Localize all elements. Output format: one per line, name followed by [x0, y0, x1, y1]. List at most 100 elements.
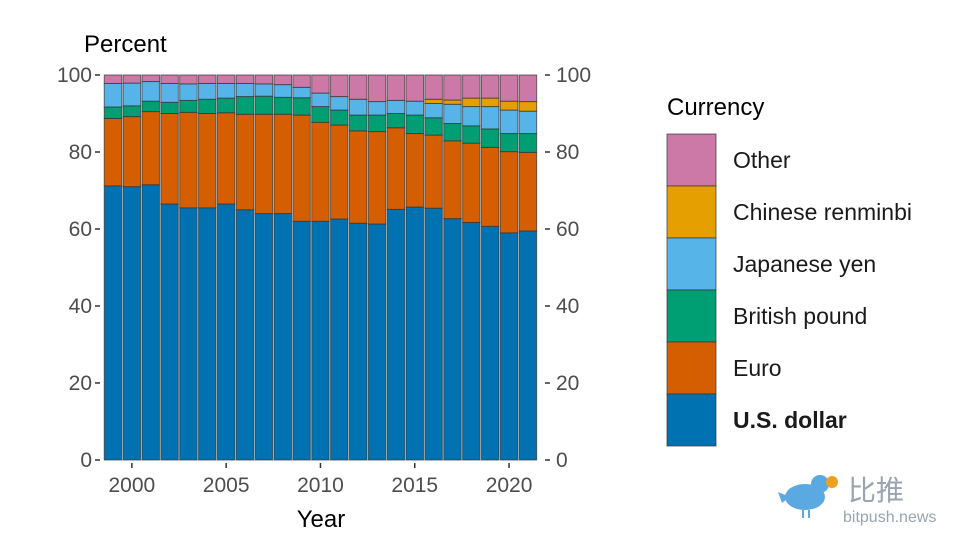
bar-segment-u-s-dollar-2021 [518, 230, 538, 461]
bar-segment-other-2008 [273, 74, 292, 86]
bar-segment-chinese-renminbi-2021 [518, 101, 538, 112]
bar-segment-chinese-renminbi-2018 [462, 97, 481, 108]
bar-segment-euro-2014 [386, 127, 406, 210]
x-tick-label: 2020 [486, 474, 533, 497]
watermark-url: bitpush.news [843, 509, 936, 526]
bar-segment-other-2003 [179, 74, 198, 85]
bar-segment-chinese-renminbi-2019 [480, 97, 500, 108]
bar-segment-british-pound-2008 [273, 96, 292, 115]
bar-segment-japanese-yen-2008 [273, 84, 292, 98]
bar-segment-japanese-yen-2016 [424, 102, 443, 119]
bar-segment-u-s-dollar-2015 [405, 206, 425, 461]
bar-segment-japanese-yen-2000 [122, 82, 142, 107]
bar-segment-euro-2018 [462, 142, 481, 223]
bar-segment-other-2006 [235, 74, 255, 84]
bar-segment-euro-2006 [235, 113, 255, 211]
bar-segment-u-s-dollar-2011 [330, 218, 349, 461]
bar-segment-british-pound-2000 [122, 105, 142, 118]
bar-segment-other-2014 [386, 74, 406, 101]
legend-swatch-other [666, 133, 717, 187]
bar-segment-japanese-yen-2006 [235, 82, 255, 98]
bar-segment-british-pound-2010 [311, 106, 330, 123]
y-tick-label-right: 40 [556, 295, 579, 318]
bar-segment-japanese-yen-2018 [462, 106, 481, 127]
bar-segment-u-s-dollar-2009 [292, 220, 311, 461]
x-tick-label: 2000 [109, 474, 156, 497]
legend-label-euro: Euro [733, 355, 782, 381]
bar-segment-british-pound-2013 [367, 114, 387, 133]
bar-segment-other-2012 [348, 74, 368, 100]
bar-segment-british-pound-2021 [518, 133, 538, 153]
bar-segment-euro-2021 [518, 151, 538, 232]
bar-segment-japanese-yen-2014 [386, 99, 406, 115]
bar-segment-u-s-dollar-2004 [198, 207, 217, 461]
bar-segment-u-s-dollar-2007 [254, 213, 274, 461]
bar-segment-other-2018 [462, 74, 481, 99]
x-tick-label: 2015 [391, 474, 438, 497]
bar-segment-u-s-dollar-2001 [141, 184, 160, 461]
bar-segment-u-s-dollar-2003 [179, 207, 198, 461]
bar-segment-euro-2020 [499, 151, 519, 234]
bar-segment-japanese-yen-2012 [348, 98, 368, 116]
bar-segment-japanese-yen-2019 [480, 106, 500, 130]
bar-segment-british-pound-2018 [462, 125, 481, 144]
watermark: 比推 bitpush.news [778, 475, 936, 526]
bar-segment-japanese-yen-2009 [292, 86, 311, 99]
bar-segment-other-2020 [499, 74, 519, 102]
x-tick-label: 2010 [297, 474, 344, 497]
bar-segment-u-s-dollar-2002 [160, 203, 179, 461]
bar-segment-british-pound-2005 [216, 97, 236, 114]
bar-segment-other-2004 [198, 74, 217, 84]
bar-segment-japanese-yen-2020 [499, 109, 519, 135]
legend-title: Currency [667, 94, 764, 121]
y-tick-label-left: 20 [69, 372, 92, 395]
bar-segment-other-2000 [122, 74, 142, 84]
bar-segment-other-2010 [311, 74, 330, 94]
bar-segment-euro-2009 [292, 114, 311, 222]
legend-swatch-u-s-dollar [666, 393, 717, 447]
bar-segment-euro-2010 [311, 121, 330, 222]
bar-segment-japanese-yen-2010 [311, 92, 330, 108]
bar-segment-british-pound-2007 [254, 95, 274, 115]
bar-segment-japanese-yen-2004 [198, 82, 217, 100]
bar-segment-british-pound-2004 [198, 98, 217, 114]
bar-segment-other-2019 [480, 74, 500, 99]
bar-segment-euro-2017 [443, 140, 462, 220]
bar-segment-u-s-dollar-2008 [273, 213, 292, 461]
bar-segment-u-s-dollar-2019 [480, 225, 500, 461]
legend-swatch-japanese-yen [666, 237, 717, 291]
legend-label-japanese-yen: Japanese yen [733, 251, 876, 277]
bar-segment-chinese-renminbi-2016 [424, 98, 443, 104]
bar-segment-japanese-yen-2017 [443, 103, 462, 125]
bar-segment-japanese-yen-2003 [179, 83, 198, 101]
bar-segment-japanese-yen-2002 [160, 82, 179, 103]
bar-segment-british-pound-2019 [480, 128, 500, 148]
x-axis-label: Year [297, 506, 346, 533]
watermark-brand-cn: 比推 [848, 475, 904, 506]
bar-segment-euro-2007 [254, 113, 274, 215]
bar-segment-u-s-dollar-2018 [462, 221, 481, 461]
bar-segment-other-2009 [292, 74, 311, 88]
bar-segment-u-s-dollar-2010 [311, 220, 330, 461]
x-tick-label: 2005 [203, 474, 250, 497]
bar-segment-japanese-yen-2021 [518, 110, 538, 135]
bar-segment-euro-2000 [122, 116, 142, 188]
y-tick-label-right: 0 [556, 449, 568, 472]
bar-segment-euro-2012 [348, 130, 368, 224]
bar-segment-british-pound-2011 [330, 109, 349, 126]
bar-segment-other-2011 [330, 74, 349, 98]
bar-segment-other-2017 [443, 74, 462, 101]
bar-segment-u-s-dollar-2000 [122, 186, 142, 461]
bar-segment-british-pound-2012 [348, 114, 368, 132]
bar-segment-british-pound-2016 [424, 117, 443, 136]
bar-segment-chinese-renminbi-2020 [499, 100, 519, 111]
y-tick-label-left: 0 [80, 449, 92, 472]
bar-segment-euro-2011 [330, 124, 349, 220]
bar-segment-japanese-yen-2005 [216, 82, 236, 99]
bar-segment-british-pound-2001 [141, 100, 160, 113]
bar-segment-chinese-renminbi-2017 [443, 99, 462, 105]
y-tick-label-right: 20 [556, 372, 579, 395]
bar-segment-other-2013 [367, 74, 387, 103]
bar-segment-british-pound-2006 [235, 96, 255, 115]
